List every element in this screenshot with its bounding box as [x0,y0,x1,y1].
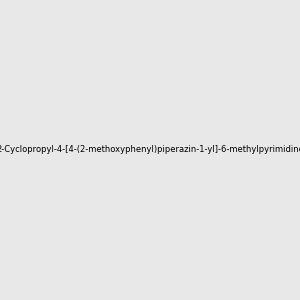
Text: 2-Cyclopropyl-4-[4-(2-methoxyphenyl)piperazin-1-yl]-6-methylpyrimidine: 2-Cyclopropyl-4-[4-(2-methoxyphenyl)pipe… [0,146,300,154]
